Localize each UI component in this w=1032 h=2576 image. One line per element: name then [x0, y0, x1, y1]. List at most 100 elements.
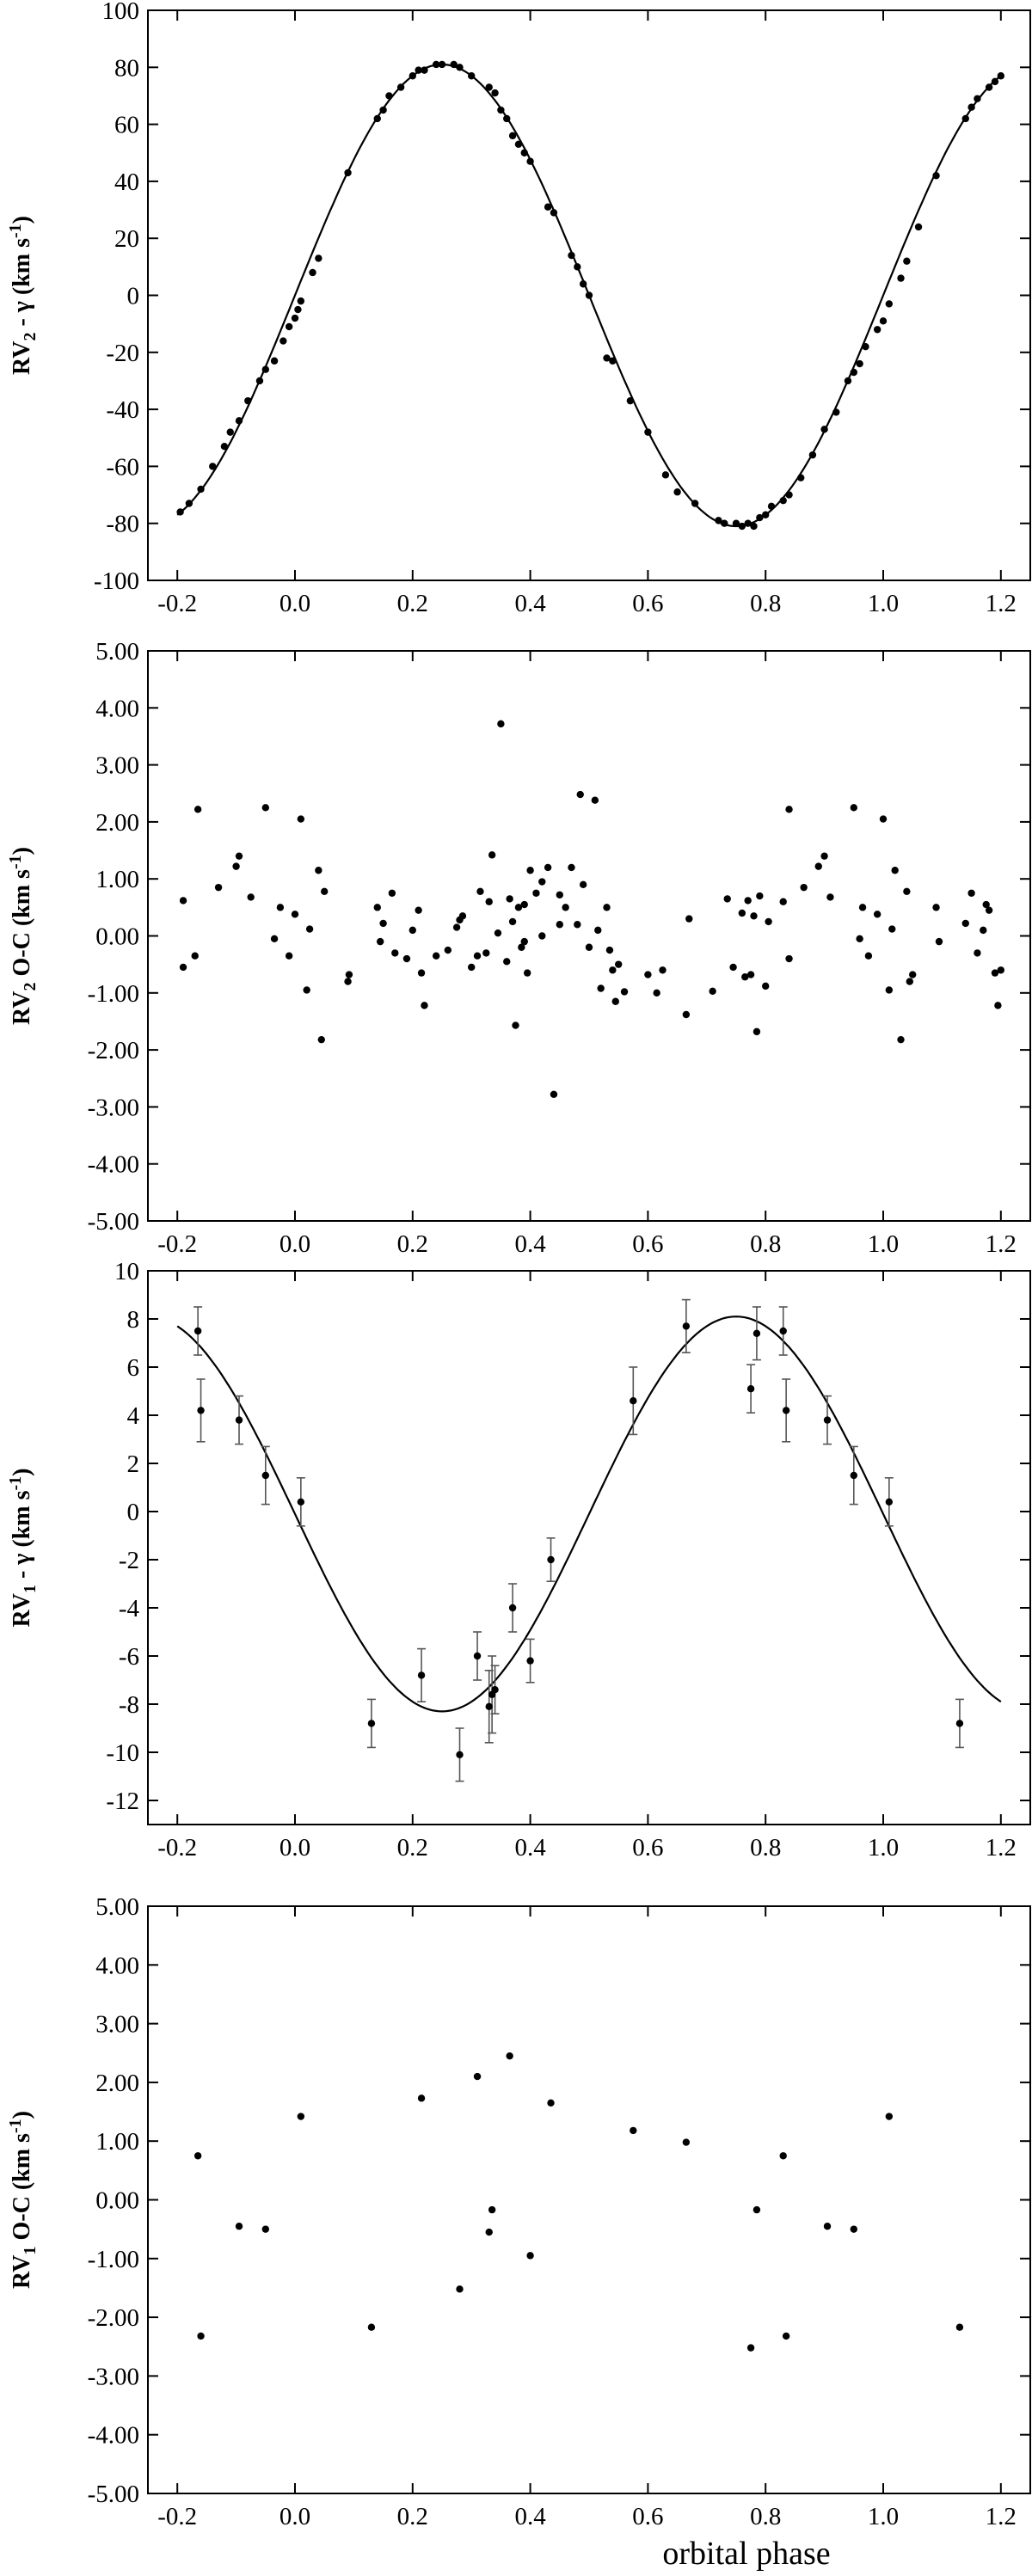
data-point	[765, 917, 772, 926]
data-point	[800, 883, 808, 892]
data-point	[574, 921, 581, 929]
y-tick-label: 1.00	[95, 866, 139, 893]
data-point	[235, 852, 243, 860]
y-tick-label: 4.00	[95, 695, 139, 722]
x-tick-label: 0.4	[514, 2503, 546, 2530]
data-point	[685, 915, 693, 923]
data-point	[255, 377, 264, 385]
x-tick-label: 0.2	[397, 1834, 428, 1861]
data-point	[738, 909, 746, 917]
data-point	[317, 1035, 325, 1044]
x-tick-label: 1.0	[868, 2503, 899, 2530]
data-point	[579, 880, 587, 889]
x-tick-label: 0.2	[397, 2503, 428, 2530]
data-point	[762, 982, 770, 991]
data-point	[261, 365, 269, 373]
data-point	[982, 900, 990, 909]
data-point	[644, 971, 652, 978]
y-tick-label: -40	[106, 396, 139, 424]
y-axis-label-text: RV	[9, 1593, 35, 1627]
data-point	[762, 511, 770, 518]
data-point	[832, 408, 840, 416]
data-point	[603, 904, 611, 911]
data-point	[850, 368, 857, 377]
x-tick-label: 0.4	[514, 590, 546, 617]
data-point	[709, 987, 716, 996]
data-point	[721, 519, 728, 527]
data-point	[512, 1021, 519, 1029]
y-axis-label-superscript: -1	[6, 2119, 25, 2133]
x-tick-label: -0.2	[157, 1834, 197, 1861]
data-point	[297, 297, 305, 305]
data-point	[897, 274, 905, 282]
x-tick-label: 1.0	[868, 1834, 899, 1861]
data-point	[615, 960, 623, 968]
data-point	[538, 932, 546, 940]
x-tick-label: 0.8	[750, 1834, 781, 1861]
data-point	[235, 1416, 243, 1424]
data-point	[345, 971, 353, 978]
data-point	[906, 978, 913, 985]
y-tick-label: 4.00	[95, 1952, 139, 1979]
data-point	[997, 72, 1005, 80]
y-axis-label-superscript: -1	[6, 224, 25, 238]
y-tick-label: 3.00	[95, 752, 139, 780]
data-point	[752, 1027, 761, 1036]
y-tick-label: -2	[119, 1547, 139, 1574]
data-point	[526, 2252, 534, 2260]
panel-rv2-residuals: 5.00 4.00 3.00 2.00 1.00 0.00 -1.00 -2.00 -3.00 -…	[6, 638, 1031, 1258]
y-tick-label: 2	[127, 1451, 140, 1478]
data-point	[391, 949, 399, 957]
y-axis-label-subscript: 1	[21, 2246, 40, 2254]
y-tick-label: 2.00	[95, 809, 139, 837]
y-tick-label: 20	[114, 225, 139, 253]
data-point	[421, 1002, 428, 1009]
data-point	[482, 949, 490, 957]
data-point	[468, 963, 476, 972]
data-point	[232, 862, 240, 870]
data-point	[294, 305, 302, 314]
data-point	[746, 1385, 755, 1393]
data-point	[214, 883, 223, 892]
data-point	[932, 904, 940, 911]
y-axis-label-text: )	[9, 847, 35, 855]
data-point	[373, 114, 381, 123]
data-point	[235, 2223, 243, 2230]
data-point	[388, 889, 396, 897]
x-tick-label: 1.2	[986, 1834, 1017, 1861]
data-point	[779, 2152, 787, 2160]
data-point	[823, 1416, 832, 1424]
x-tick-label: -0.2	[157, 590, 197, 617]
data-point	[547, 2099, 555, 2107]
data-point	[506, 2052, 513, 2060]
data-point	[468, 72, 476, 80]
data-point	[785, 954, 793, 963]
data-point	[503, 114, 511, 123]
data-point	[373, 904, 381, 911]
data-point	[315, 255, 322, 262]
y-axis-label-text: RV	[9, 991, 35, 1024]
data-point	[417, 1671, 426, 1679]
data-point	[974, 949, 981, 957]
plot-frame	[147, 1905, 1031, 2494]
data-point	[497, 720, 505, 728]
data-point	[547, 1555, 555, 1564]
y-tick-label: -100	[94, 567, 139, 595]
data-point	[955, 2323, 964, 2331]
data-point	[585, 943, 593, 951]
data-point	[417, 2095, 426, 2102]
model-curve	[176, 1316, 1002, 1713]
data-point	[932, 172, 940, 180]
data-point	[782, 1407, 790, 1414]
data-point	[562, 904, 569, 911]
data-point	[864, 952, 873, 960]
data-point	[344, 169, 352, 177]
x-tick-label: -0.2	[157, 1230, 197, 1258]
data-point	[744, 897, 752, 905]
data-point	[873, 326, 882, 334]
data-point	[782, 2332, 790, 2340]
data-point	[321, 887, 329, 895]
data-point	[344, 978, 352, 985]
data-point	[402, 954, 411, 963]
